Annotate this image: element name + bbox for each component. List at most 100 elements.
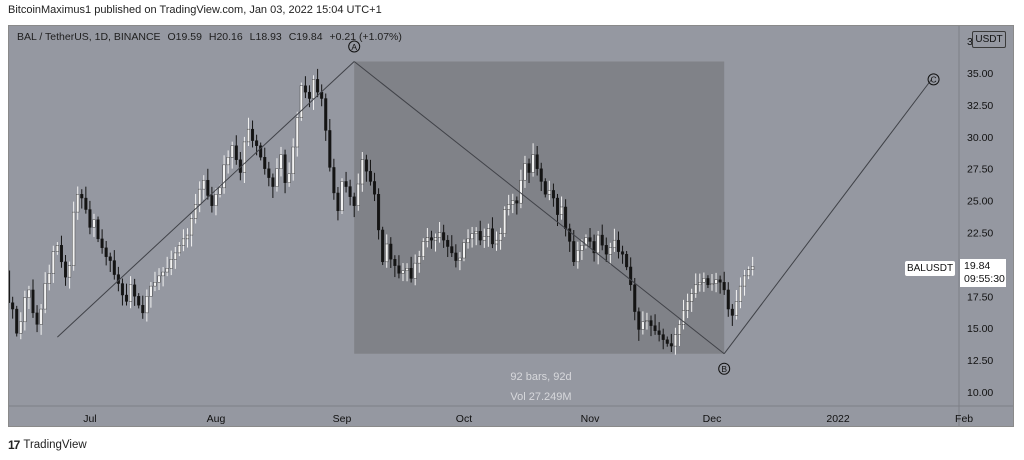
candle-body — [580, 245, 584, 251]
high-label: H — [208, 31, 217, 43]
candle-body — [434, 237, 438, 241]
candle-body — [722, 282, 726, 291]
candle-body — [283, 154, 287, 183]
candle-body — [698, 282, 702, 286]
candle-body — [438, 232, 442, 238]
candle-body — [161, 271, 165, 277]
candle-body — [72, 211, 76, 266]
candle-body — [377, 194, 381, 231]
candle-body — [368, 171, 372, 182]
candle-body — [312, 79, 316, 99]
candle-body — [230, 145, 234, 158]
candle-body — [226, 157, 230, 166]
last-price-tag: 19.84 09:55:30 — [960, 259, 1006, 287]
candle-body — [519, 179, 523, 204]
candle-body — [625, 253, 629, 268]
candle-body — [275, 168, 279, 187]
currency-button[interactable]: USDT — [972, 31, 1006, 48]
candle-body — [726, 289, 730, 310]
candle-body — [263, 157, 267, 169]
bar-countdown: 09:55:30 — [964, 273, 1005, 285]
candle-body — [547, 190, 551, 195]
y-tick-label: 30.00 — [967, 132, 993, 144]
candle-body — [11, 302, 15, 310]
candle-body — [531, 154, 535, 173]
candle-body — [271, 177, 275, 187]
candle-body — [429, 237, 433, 241]
candle-body — [214, 194, 218, 206]
candle-body — [714, 279, 718, 284]
open-value: 19.59 — [175, 31, 202, 43]
candle-body — [686, 301, 690, 311]
close-label: C — [288, 31, 297, 43]
candle-body — [405, 268, 409, 271]
candle-body — [19, 321, 23, 334]
x-tick-label: Dec — [703, 413, 722, 425]
candle-body — [92, 219, 96, 228]
candle-body — [55, 245, 59, 252]
candle-body — [653, 325, 657, 331]
candle-body — [31, 289, 35, 314]
candle-body — [633, 284, 637, 312]
wave-label: A — [351, 42, 357, 52]
y-tick-label: 25.00 — [967, 196, 993, 208]
candle-body — [246, 128, 250, 143]
candle-body — [173, 252, 177, 260]
candle-body — [23, 297, 27, 323]
y-tick-label: 27.50 — [967, 164, 993, 176]
symbol-legend: BAL / TetherUS, 1D, BINANCE O19.59 H20.1… — [17, 31, 402, 43]
x-tick-label: Oct — [456, 413, 472, 425]
candle-body — [600, 234, 604, 246]
candle-body — [743, 275, 747, 287]
candle-body — [604, 245, 608, 255]
candle-body — [291, 146, 295, 175]
candle-body — [141, 305, 145, 314]
candle-body — [389, 243, 393, 260]
candle-body — [259, 145, 263, 158]
candle-body — [373, 181, 377, 195]
candle-body — [702, 278, 706, 283]
candle-body — [340, 181, 344, 212]
candle-body — [35, 312, 39, 325]
candle-body — [153, 282, 157, 287]
change-value: +0.21 (+1.07%) — [329, 31, 402, 43]
candle-body — [267, 168, 271, 178]
candle-body — [279, 154, 283, 169]
candle-body — [287, 173, 291, 183]
candle-body — [84, 197, 88, 210]
candle-body — [596, 234, 600, 254]
x-tick-label: Feb — [955, 413, 973, 425]
candle-body — [734, 301, 738, 316]
x-tick-label: Nov — [581, 413, 600, 425]
candle-body — [584, 237, 588, 246]
chart-frame[interactable]: 35.00 32.50 30.00 27.50 25.00 22.50 17.50 15.00… — [8, 25, 1014, 427]
candle-body — [332, 167, 336, 194]
candle-body — [417, 256, 421, 264]
wave-line — [723, 79, 932, 355]
close-value: 19.84 — [296, 31, 323, 43]
candle-body — [39, 308, 43, 325]
candle-body — [108, 256, 112, 261]
candle-body — [251, 128, 255, 141]
candle-body — [27, 289, 31, 298]
candle-body — [621, 251, 625, 255]
candle-body — [307, 91, 311, 99]
x-tick-label: Sep — [333, 413, 352, 425]
candle-body — [751, 266, 755, 270]
candle-body — [458, 257, 462, 261]
candle-body — [710, 283, 714, 286]
candle-body — [360, 159, 364, 185]
candlestick-chart[interactable]: 35.00 32.50 30.00 27.50 25.00 22.50 17.50 15.00… — [9, 26, 1014, 427]
candle-body — [206, 179, 210, 196]
low-label: L — [249, 31, 256, 43]
candle-body — [454, 252, 458, 261]
candle-body — [543, 181, 547, 195]
candle-body — [738, 285, 742, 302]
candle-body — [425, 237, 429, 242]
candle-body — [68, 265, 72, 278]
candle-body — [555, 197, 559, 215]
candle-body — [637, 311, 641, 330]
candle-body — [133, 284, 137, 297]
candle-body — [393, 259, 397, 266]
candle-body — [490, 228, 494, 245]
